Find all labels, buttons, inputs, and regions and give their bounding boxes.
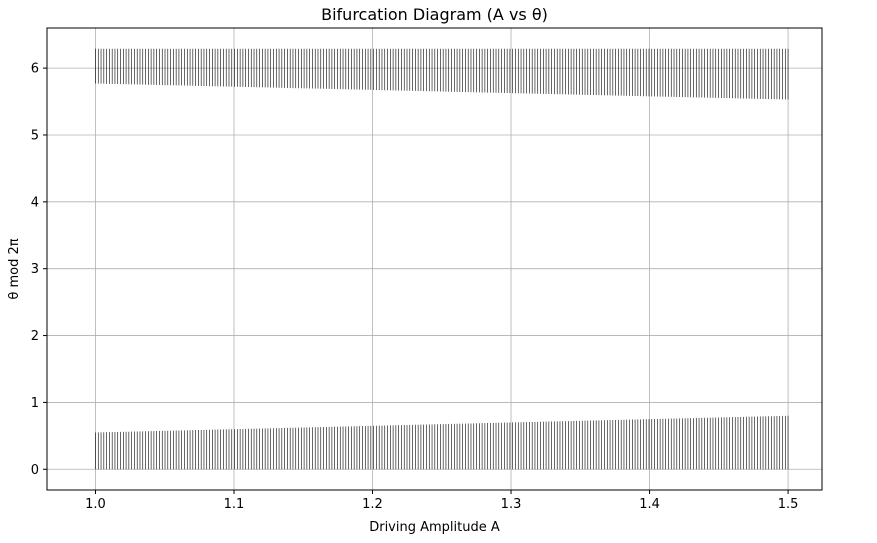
x-tick-label: 1.1 (224, 497, 245, 512)
y-axis-ticks: 0 1 2 3 4 5 6 (31, 62, 47, 478)
y-tick-label: 0 (31, 463, 39, 478)
grid-lines (47, 28, 822, 490)
plot-frame (46, 27, 823, 491)
x-axis-label: Driving Amplitude A (369, 520, 500, 535)
y-tick-label: 6 (31, 62, 39, 77)
x-tick-label: 1.3 (501, 497, 522, 512)
x-tick-label: 1.5 (778, 497, 799, 512)
y-tick-label: 1 (31, 396, 39, 411)
y-tick-label: 5 (31, 128, 39, 143)
y-tick-label: 3 (31, 262, 39, 277)
y-tick-label: 4 (31, 195, 39, 210)
x-tick-label: 1.2 (362, 497, 383, 512)
x-tick-label: 1.4 (639, 497, 660, 512)
band-upper (95, 48, 789, 100)
x-tick-label: 1.0 (85, 497, 106, 512)
data-marks (95, 48, 789, 470)
band-lower (95, 415, 789, 470)
x-axis-ticks: 1.0 1.1 1.2 1.3 1.4 1.5 (85, 490, 798, 512)
chart-title: Bifurcation Diagram (A vs θ) (321, 5, 548, 24)
y-tick-label: 2 (31, 329, 39, 344)
y-axis-label: θ mod 2π (7, 238, 22, 299)
